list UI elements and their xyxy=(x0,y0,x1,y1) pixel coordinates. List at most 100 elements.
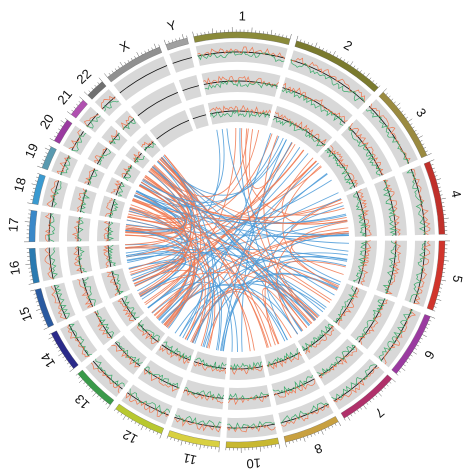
cnv-gain-chr11-1 xyxy=(173,417,222,433)
tick-chr22 xyxy=(94,84,97,87)
ideogram-chrx xyxy=(107,46,163,83)
tick-chr7 xyxy=(380,389,383,392)
tick-chr18 xyxy=(31,195,34,197)
cnv-loss-chr19-2 xyxy=(88,169,99,186)
tick-chr7 xyxy=(343,418,346,421)
tick-chr13 xyxy=(75,373,78,376)
track-baseline-chr12-1 xyxy=(127,392,169,416)
tick-chr2 xyxy=(372,80,375,83)
link-inter xyxy=(126,219,183,264)
cnv-gain-chr20-2 xyxy=(94,147,107,164)
ideogram-chry xyxy=(165,37,189,51)
cnv-loss-chr14-3 xyxy=(123,296,140,319)
cnv-loss-chr15-1 xyxy=(53,284,70,320)
tick-chr11 xyxy=(177,439,179,443)
cnv-gain-chr6-3 xyxy=(338,286,360,326)
cnv-loss-chr15-3 xyxy=(111,270,124,296)
cnv-loss-chr6-3 xyxy=(333,285,357,323)
link-intra xyxy=(191,260,346,343)
link-intra xyxy=(157,160,313,324)
cnv-loss-chr17-2 xyxy=(77,217,84,242)
cnv-gain-chr4-2 xyxy=(382,180,401,236)
tick-chr15 xyxy=(33,293,37,295)
cnv-loss-chr14-2 xyxy=(96,310,115,339)
tick-chr20 xyxy=(60,125,63,127)
track-baseline-chrx-3 xyxy=(156,119,190,140)
ideogram-chr15 xyxy=(34,288,54,328)
tick-chr6 xyxy=(418,341,421,343)
tick-chr3 xyxy=(410,123,413,126)
track-baseline-chr7-1 xyxy=(333,365,378,402)
link-inter xyxy=(239,127,303,332)
tick-chr15 xyxy=(37,305,40,307)
link-intra xyxy=(151,277,197,319)
cnv-loss-chr10-3 xyxy=(230,361,263,372)
track-band-chr11-2 xyxy=(180,379,225,410)
tick-chr8 xyxy=(324,428,327,431)
chr-label-11: 11 xyxy=(182,450,198,468)
tick-chrx xyxy=(153,43,157,49)
track-band-chr2-2 xyxy=(279,77,353,132)
link-inter xyxy=(141,137,284,203)
tick-chr21 xyxy=(76,103,79,106)
cnv-gain-chr1-1 xyxy=(197,46,286,60)
cnv-gain-chr16-2 xyxy=(73,246,83,274)
cnv-loss-chr7-1 xyxy=(331,364,377,400)
track-baseline-chr16-1 xyxy=(48,247,54,280)
tick-chr5 xyxy=(436,298,442,301)
cnv-gain-chr4-1 xyxy=(411,168,431,236)
tick-chr5 xyxy=(439,287,442,289)
cnv-loss-chr1-2 xyxy=(204,79,278,90)
tick-chr4 xyxy=(436,178,442,181)
tick-chr6 xyxy=(414,348,417,350)
cnv-loss-chr8-1 xyxy=(280,402,330,425)
tick-chr3 xyxy=(421,143,425,146)
cnv-loss-chr19-3 xyxy=(117,182,125,197)
track-baseline-chr18-2 xyxy=(80,189,87,213)
tick-chr3 xyxy=(418,135,423,139)
cnv-gain-chr18-3 xyxy=(104,197,113,217)
track-baseline-chrx-1 xyxy=(119,65,168,94)
cnv-loss-chr5-2 xyxy=(382,240,397,294)
link-inter xyxy=(147,281,238,353)
tick-chr7 xyxy=(391,378,396,383)
link-intra xyxy=(133,269,203,340)
tick-chr2 xyxy=(322,48,324,51)
tick-chr21 xyxy=(67,111,72,115)
tick-chr11 xyxy=(170,437,172,440)
tick-chr14 xyxy=(69,365,72,368)
link-inter xyxy=(192,233,349,344)
cnv-gain-chr12-1 xyxy=(125,393,170,417)
tick-chr5 xyxy=(438,291,441,293)
track-baseline-chr17-3 xyxy=(107,221,110,242)
tick-chr13 xyxy=(78,379,83,384)
tick-chr1 xyxy=(286,35,288,38)
tick-chr19 xyxy=(45,152,48,154)
cnv-gain-chr19-3 xyxy=(110,180,122,194)
tick-chr21 xyxy=(79,96,84,101)
cnv-gain-chr5-3 xyxy=(360,240,372,286)
link-inter xyxy=(179,283,316,337)
track-baseline-chry-3 xyxy=(192,114,207,120)
tick-chr10 xyxy=(259,446,261,452)
link-inter xyxy=(125,229,214,348)
tick-chr4 xyxy=(440,194,443,196)
cnv-loss-chr8-3 xyxy=(267,348,298,367)
cnv-gain-chr12-3 xyxy=(159,345,190,365)
tick-chr3 xyxy=(420,140,423,142)
tick-chr18 xyxy=(27,202,33,204)
track-baseline-chr18-3 xyxy=(109,199,116,218)
tick-chr2 xyxy=(339,57,342,60)
link-inter xyxy=(136,135,280,208)
cnv-gain-chr7-2 xyxy=(318,345,358,379)
link-intra xyxy=(159,158,308,328)
tick-chr14 xyxy=(62,356,65,358)
tick-chr3 xyxy=(423,147,427,149)
tick-chr19 xyxy=(44,147,50,151)
cnv-gain-chr14-1 xyxy=(67,324,90,358)
cnv-loss-chr20-2 xyxy=(98,148,111,166)
tick-chr14 xyxy=(66,362,70,365)
tick-chr16 xyxy=(28,283,34,285)
tick-marks xyxy=(24,27,450,453)
cnv-gain-chr22-3 xyxy=(140,140,153,148)
